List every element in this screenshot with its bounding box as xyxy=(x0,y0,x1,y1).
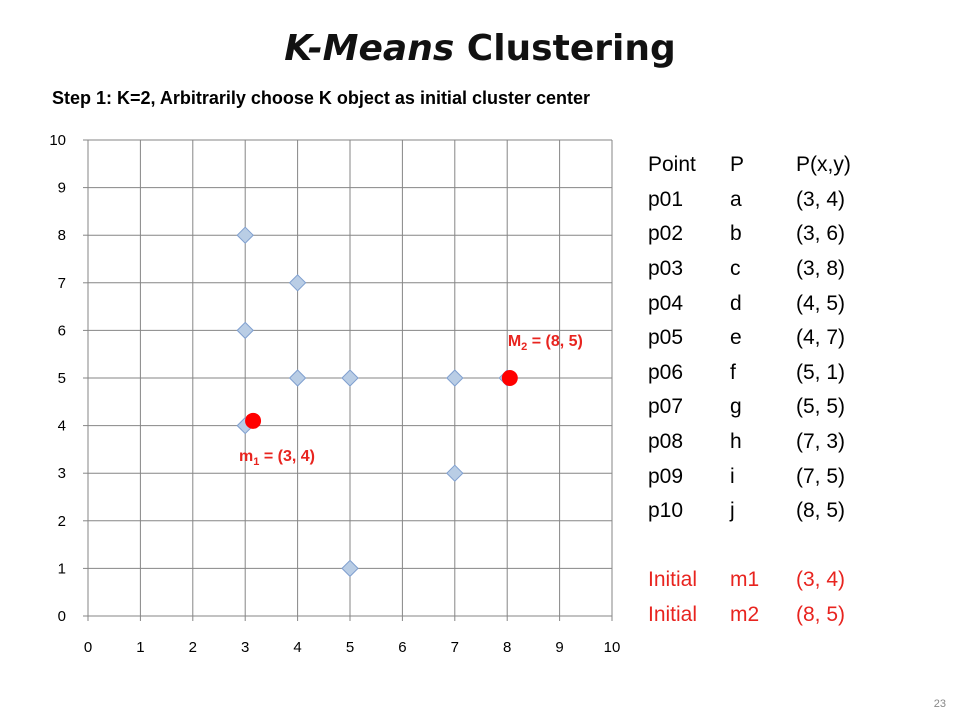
y-tick-label: 0 xyxy=(58,608,66,625)
data-point-diamond xyxy=(446,369,464,387)
table-cell: p05 xyxy=(648,326,684,350)
table-cell: m1 xyxy=(730,568,760,592)
table-cell: (3, 6) xyxy=(796,222,846,246)
table-cell: e xyxy=(730,326,742,350)
x-tick-label: 0 xyxy=(84,639,92,656)
table-spacer-row xyxy=(648,529,876,564)
header-point: Point xyxy=(648,153,696,177)
table-cell: p03 xyxy=(648,257,684,281)
table-cell: p06 xyxy=(648,360,684,384)
slide-title-italic: K-Means xyxy=(284,28,455,69)
points-table-body: Point P P(x,y) p01 a (3, 4) p02 b (3, 6) p03 c (… xyxy=(648,148,876,632)
x-tick-label: 3 xyxy=(241,639,249,656)
x-tick-label: 6 xyxy=(398,639,406,656)
header-pxy: P(x,y) xyxy=(796,153,851,177)
table-cell: (8, 5) xyxy=(796,603,846,627)
table-cell: (8, 5) xyxy=(796,499,846,523)
data-point-diamond xyxy=(288,274,307,292)
table-row: p05 e (4, 7) xyxy=(648,321,876,356)
slide-title: K-Means Clustering xyxy=(0,28,960,69)
table-row: p06 f (5, 1) xyxy=(648,356,876,391)
table-cell: (3, 4) xyxy=(796,568,846,592)
center-label-m2: M2 = (8, 5) xyxy=(508,333,583,353)
table-cell: Initial xyxy=(648,603,698,627)
cluster-center-m2 xyxy=(501,370,518,386)
table-row: p08 h (7, 3) xyxy=(648,425,876,460)
table-cell: d xyxy=(730,291,742,315)
table-spacer-cell xyxy=(648,529,876,564)
y-tick-label: 3 xyxy=(58,465,66,482)
table-cell: p07 xyxy=(648,395,684,419)
table-cell: p08 xyxy=(648,430,684,454)
table-cell: p09 xyxy=(648,464,684,488)
table-cell: p10 xyxy=(648,499,684,523)
table-cell: (3, 4) xyxy=(796,187,846,211)
table-cell: (5, 1) xyxy=(796,360,846,384)
center-label-m1: m1 = (3, 4) xyxy=(239,448,315,468)
y-tick-label: 8 xyxy=(58,227,66,244)
table-row: p01 a (3, 4) xyxy=(648,183,876,218)
y-tick-label: 7 xyxy=(58,275,66,292)
x-tick-label: 10 xyxy=(604,639,621,656)
x-tick-label: 8 xyxy=(503,639,511,656)
y-tick-label: 2 xyxy=(58,513,66,530)
header-p: P xyxy=(730,153,745,177)
table-cell: p01 xyxy=(648,187,684,211)
initial-center-row: Initial m1 (3, 4) xyxy=(648,563,876,598)
table-row: p04 d (4, 5) xyxy=(648,286,876,321)
data-point-diamond xyxy=(288,369,307,387)
page-number: 23 xyxy=(933,698,946,710)
table-cell: p02 xyxy=(648,222,684,246)
table-cell: Initial xyxy=(648,568,698,592)
data-point-diamond xyxy=(341,369,359,387)
table-cell: (7, 5) xyxy=(796,464,846,488)
y-tick-label: 6 xyxy=(58,322,66,339)
table-cell: (4, 7) xyxy=(796,326,846,350)
slide-subtitle: Step 1: K=2, Arbitrarily choose K object… xyxy=(52,88,591,108)
y-tick-label: 1 xyxy=(58,560,66,577)
cluster-center-m1 xyxy=(245,412,262,429)
y-tick-label: 9 xyxy=(58,180,66,197)
table-cell: (3, 8) xyxy=(796,257,846,281)
data-point-diamond xyxy=(236,226,254,244)
table-row: p02 b (3, 6) xyxy=(648,217,876,252)
table-cell: j xyxy=(730,499,735,523)
points-table-header-row: Point P P(x,y) xyxy=(648,148,876,183)
table-cell: c xyxy=(730,257,741,281)
table-cell: (5, 5) xyxy=(796,395,846,419)
table-row: p09 i (7, 5) xyxy=(648,459,876,494)
x-tick-label: 7 xyxy=(451,639,459,656)
table-cell: m2 xyxy=(730,603,760,627)
table-cell: (4, 5) xyxy=(796,291,846,315)
initial-center-row: Initial m2 (8, 5) xyxy=(648,598,876,633)
table-row: p03 c (3, 8) xyxy=(648,252,876,287)
y-tick-label: 4 xyxy=(58,418,66,435)
table-cell: g xyxy=(730,395,742,419)
table-cell: p04 xyxy=(648,291,684,315)
slide-title-rest: Clustering xyxy=(466,28,676,69)
x-tick-label: 2 xyxy=(189,639,197,656)
x-tick-label: 9 xyxy=(555,639,563,656)
table-cell: h xyxy=(730,430,742,454)
points-table: Point P P(x,y) p01 a (3, 4) p02 b (3, 6) p03 c (… xyxy=(648,148,876,632)
table-cell: f xyxy=(730,360,736,384)
table-row: p07 g (5, 5) xyxy=(648,390,876,425)
table-row: p10 j (8, 5) xyxy=(648,494,876,529)
data-point-diamond xyxy=(236,321,254,340)
y-tick-label: 10 xyxy=(49,132,66,149)
y-tick-label: 5 xyxy=(58,370,66,387)
x-tick-label: 1 xyxy=(136,639,144,656)
x-tick-label: 4 xyxy=(293,639,301,656)
table-cell: (7, 3) xyxy=(796,430,846,454)
data-point-diamond xyxy=(341,559,359,578)
table-cell: a xyxy=(730,187,742,211)
table-cell: i xyxy=(730,464,735,488)
table-cell: b xyxy=(730,222,742,246)
data-point-diamond xyxy=(446,464,464,482)
x-tick-label: 5 xyxy=(346,639,354,656)
